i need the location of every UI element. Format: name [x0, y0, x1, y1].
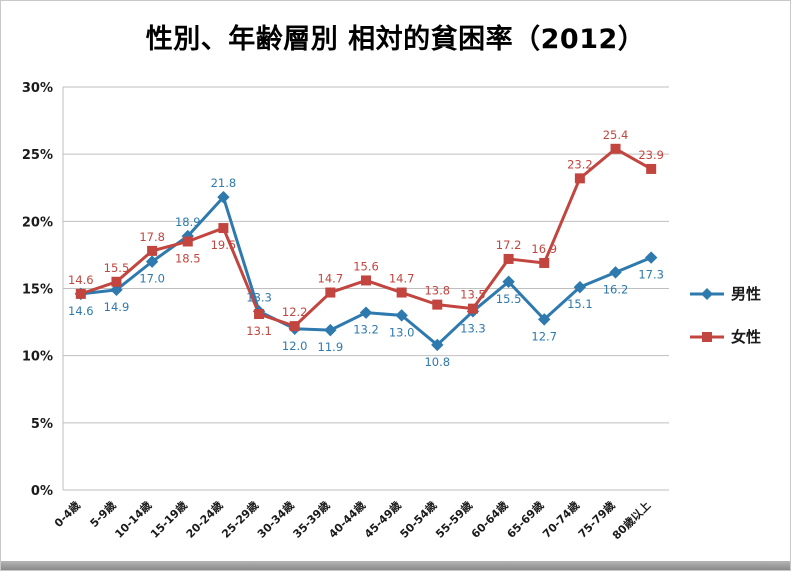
data-point-marker	[254, 309, 265, 320]
data-point-marker	[539, 257, 550, 268]
female-data-label: 15.6	[353, 259, 379, 273]
data-point-marker	[145, 255, 159, 268]
male-data-label: 12.0	[282, 339, 308, 353]
legend-label-female: 女性	[731, 328, 762, 346]
x-axis-tick-label: 30-34歳	[254, 498, 297, 541]
female-data-label: 25.4	[603, 128, 629, 142]
data-point-marker	[502, 275, 515, 288]
data-point-marker	[538, 313, 551, 326]
male-data-label: 14.6	[68, 304, 94, 318]
female-data-label: 12.2	[282, 305, 308, 319]
male-data-label: 16.2	[603, 282, 629, 296]
data-point-marker	[361, 275, 371, 286]
data-point-marker	[110, 283, 123, 297]
data-point-marker	[573, 280, 587, 294]
data-point-marker	[396, 287, 407, 298]
male-data-label: 10.8	[424, 355, 450, 369]
female-data-label: 17.2	[496, 238, 522, 252]
female-data-label: 16.9	[531, 242, 557, 256]
data-point-marker	[644, 251, 658, 264]
data-point-marker	[646, 163, 657, 174]
y-axis-tick-label: 25%	[22, 148, 53, 163]
data-point-marker	[610, 143, 621, 154]
data-point-marker	[395, 309, 408, 322]
data-point-marker	[467, 303, 478, 314]
x-axis-tick-label: 15-19歳	[147, 498, 190, 541]
x-axis-tick-label: 80歳以上	[609, 498, 653, 542]
male-data-label: 18.9	[175, 215, 201, 229]
chart-legend: 男性 女性	[689, 283, 761, 347]
data-point-marker	[324, 323, 337, 337]
legend-item-female: 女性	[689, 326, 761, 347]
female-data-label: 13.1	[246, 324, 272, 338]
x-axis-tick-label: 60-64歳	[468, 498, 511, 541]
female-data-label: 23.9	[638, 148, 664, 162]
y-axis-tick-label: 0%	[31, 484, 53, 499]
female-data-label: 19.5	[211, 238, 237, 252]
male-data-label: 17.0	[139, 272, 165, 286]
male-data-label: 11.9	[318, 340, 344, 354]
data-point-marker	[182, 236, 193, 247]
male-data-label: 13.3	[460, 321, 486, 335]
data-point-marker	[75, 288, 86, 299]
male-data-label: 12.7	[531, 329, 557, 343]
data-point-marker	[218, 223, 229, 234]
x-axis-tick-label: 70-74歳	[539, 498, 582, 541]
male-data-label: 15.5	[496, 292, 522, 306]
male-series-marker-icon	[690, 287, 724, 300]
male-data-label: 13.2	[353, 323, 379, 337]
female-data-label: 14.7	[389, 272, 415, 286]
male-data-label: 15.1	[567, 297, 593, 311]
female-data-label: 23.2	[567, 157, 593, 171]
y-axis-tick-label: 10%	[22, 350, 53, 365]
x-axis-tick-label: 20-24歳	[183, 498, 226, 541]
data-point-marker	[432, 299, 443, 310]
male-data-label: 21.8	[211, 176, 237, 190]
data-point-marker	[359, 306, 373, 319]
legend-label-male: 男性	[731, 285, 762, 303]
male-data-label: 17.3	[638, 268, 664, 282]
y-axis-tick-label: 30%	[22, 81, 53, 96]
data-point-marker	[289, 321, 300, 332]
x-axis-tick-label: 45-49歳	[361, 498, 404, 541]
female-data-label: 15.5	[104, 261, 130, 275]
x-axis-tick-label: 35-39歳	[290, 498, 333, 541]
female-series-marker-icon	[690, 331, 724, 342]
x-axis-tick-label: 65-69歳	[504, 498, 547, 541]
data-point-marker	[609, 266, 622, 279]
x-axis-tick-label: 10-14歳	[112, 498, 155, 541]
female-data-label: 13.8	[424, 284, 450, 298]
female-data-label: 14.6	[68, 273, 94, 287]
data-point-marker	[431, 338, 444, 352]
x-axis-tick-label: 0-4歳	[51, 498, 83, 530]
data-point-marker	[111, 276, 122, 287]
y-axis-tick-label: 20%	[22, 215, 53, 230]
male-data-label: 13.0	[389, 325, 415, 339]
x-axis-tick-label: 50-54歳	[397, 498, 440, 541]
y-axis-tick-label: 5%	[31, 417, 53, 432]
legend-item-male: 男性	[689, 283, 761, 304]
x-axis-tick-label: 55-59歳	[433, 498, 476, 541]
data-point-marker	[574, 173, 585, 184]
female-data-label: 13.5	[460, 288, 486, 302]
x-axis-tick-label: 5-9歳	[87, 498, 119, 530]
female-data-label: 18.5	[175, 251, 201, 265]
y-axis-tick-label: 15%	[22, 283, 53, 298]
female-data-label: 17.8	[139, 230, 165, 244]
x-axis-tick-label: 40-44歳	[326, 498, 369, 541]
female-data-label: 14.7	[318, 272, 344, 286]
data-point-marker	[217, 190, 230, 204]
chart-title: 性別、年齢層別 相対的貧困率（2012）	[145, 24, 646, 55]
x-axis-tick-label: 25-29歳	[219, 498, 262, 541]
data-point-marker	[325, 287, 336, 298]
data-point-marker	[147, 245, 158, 256]
male-data-label: 13.3	[246, 290, 272, 304]
data-point-marker	[503, 253, 514, 264]
male-data-label: 14.9	[104, 300, 130, 314]
bottom-bar	[1, 561, 790, 570]
